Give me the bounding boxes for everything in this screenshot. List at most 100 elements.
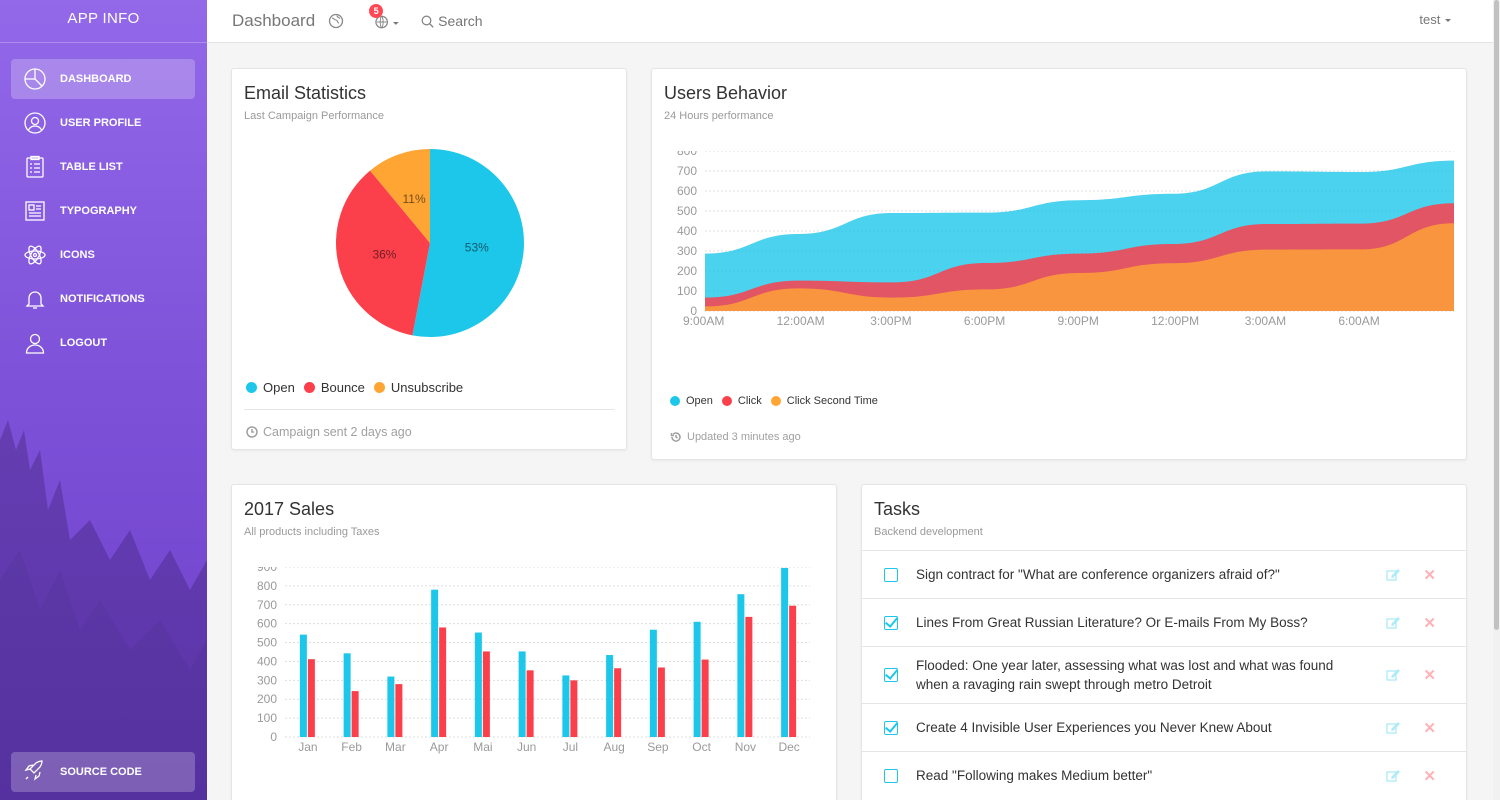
- email-statistics-card: Email Statistics Last Campaign Performan…: [231, 68, 627, 450]
- email-pie-chart: 53% 36% 11%: [335, 149, 524, 337]
- users-behavior-card: Users Behavior 24 Hours performance 0 100…: [651, 68, 1467, 460]
- x-tick-label: Sep: [647, 740, 669, 754]
- card-subtitle: Backend development: [874, 526, 983, 538]
- task-text: Create 4 Invisible User Experiences you …: [916, 720, 1272, 735]
- legend-item-click: Click: [721, 395, 762, 407]
- caret-down-icon: [1445, 19, 1451, 22]
- bar-sep-2: [657, 667, 665, 737]
- edit-icon[interactable]: [1386, 616, 1400, 630]
- x-tick-label: Feb: [341, 740, 362, 754]
- x-tick-label: Aug: [603, 740, 624, 754]
- y-tick-label: 200: [257, 692, 277, 706]
- delete-icon[interactable]: ✕: [1423, 614, 1436, 632]
- y-tick-label: 300: [257, 673, 277, 687]
- bar-apr-1: [431, 589, 439, 737]
- search-box[interactable]: [421, 13, 559, 29]
- bar-mar-2: [395, 684, 403, 737]
- source-code-button[interactable]: SOURCE CODE: [11, 752, 195, 792]
- behavior-legend: Open Click Click Second Time: [670, 395, 887, 407]
- legend-item-bounce: Bounce: [303, 380, 365, 395]
- bar-apr-2: [439, 627, 447, 737]
- bar-mar-1: [387, 676, 395, 737]
- page-scrollbar[interactable]: [1493, 0, 1500, 800]
- bar-jun-1: [518, 651, 526, 737]
- sidebar-item-table-list[interactable]: TABLE LIST: [11, 147, 195, 187]
- source-code-label: SOURCE CODE: [60, 766, 142, 778]
- sidebar-item-label: ICONS: [60, 249, 95, 261]
- y-tick-label: 600: [257, 617, 277, 631]
- sidebar-item-label: DASHBOARD: [60, 73, 132, 85]
- sidebar-item-typography[interactable]: TYPOGRAPHY: [11, 191, 195, 231]
- top-navbar: Dashboard 5 test: [207, 0, 1493, 43]
- x-tick-label: Oct: [692, 740, 711, 754]
- y-tick-label: 800: [257, 579, 277, 593]
- sidebar-item-label: USER PROFILE: [60, 117, 142, 129]
- x-tick-label: 9:00AM: [683, 314, 724, 328]
- delete-icon[interactable]: ✕: [1423, 667, 1436, 684]
- bar-aug-1: [606, 655, 614, 737]
- bar-feb-1: [343, 653, 351, 737]
- sidebar-item-user-profile[interactable]: USER PROFILE: [11, 103, 195, 143]
- pie-slice-unsubscribe: [370, 149, 430, 243]
- tasks-card: Tasks Backend development Sign contract …: [861, 484, 1467, 800]
- y-tick-label: 600: [677, 184, 697, 198]
- search-input[interactable]: [438, 13, 559, 29]
- delete-icon[interactable]: ✕: [1423, 767, 1436, 785]
- task-item: Sign contract for "What are conference o…: [862, 550, 1466, 598]
- edit-icon[interactable]: [1386, 721, 1400, 735]
- bar-mai-2: [482, 651, 490, 737]
- globe-icon[interactable]: [328, 13, 344, 29]
- y-tick-label: 100: [677, 284, 697, 298]
- page-title[interactable]: Dashboard: [232, 11, 316, 30]
- card-subtitle: 24 Hours performance: [664, 110, 774, 122]
- legend-dot: [373, 382, 385, 393]
- newspaper-icon: [22, 198, 48, 224]
- forest-background-image: [0, 420, 207, 800]
- pie-data-label: 36%: [372, 248, 396, 262]
- y-tick-label: 400: [257, 654, 277, 668]
- sidebar-item-icons[interactable]: ICONS: [11, 235, 195, 275]
- task-checkbox[interactable]: [884, 768, 898, 783]
- users-behavior-area-chart: 0 100 200 300 400 500 600 700 800 9:00AM 12:00AM 3:…: [677, 151, 1454, 328]
- scrollbar-thumb[interactable]: [1494, 0, 1499, 630]
- sidebar: APP INFO DASHBOARD USER PROFILE TABLE LI…: [0, 0, 207, 800]
- delete-icon[interactable]: ✕: [1423, 566, 1436, 584]
- card-title: Email Statistics: [244, 83, 367, 103]
- edit-icon[interactable]: [1386, 568, 1400, 582]
- notifications-dropdown[interactable]: 5: [369, 4, 399, 31]
- email-legend: Open Bounce Unsubscribe: [246, 380, 472, 395]
- legend-item-open: Open: [246, 380, 295, 395]
- rocket-icon: [22, 759, 48, 785]
- legend-label: Open: [263, 380, 295, 395]
- sidebar-item-notifications[interactable]: NOTIFICATIONS: [11, 279, 195, 319]
- delete-icon[interactable]: ✕: [1423, 719, 1436, 737]
- legend-label: Unsubscribe: [390, 380, 464, 395]
- task-checkbox[interactable]: [884, 720, 898, 735]
- edit-icon[interactable]: [1386, 668, 1400, 682]
- task-checkbox[interactable]: [884, 668, 898, 682]
- bar-aug-2: [614, 668, 622, 737]
- sidebar-item-label: TYPOGRAPHY: [60, 205, 138, 217]
- user-menu[interactable]: test: [1419, 12, 1452, 27]
- pie-slice-bounce: [335, 170, 430, 336]
- task-item: Create 4 Invisible User Experiences you …: [862, 703, 1466, 751]
- edit-icon[interactable]: [1386, 769, 1400, 783]
- card-title: Tasks: [874, 499, 921, 519]
- sidebar-item-dashboard[interactable]: DASHBOARD: [11, 59, 195, 99]
- footer-text: Campaign sent 2 days ago: [263, 425, 412, 439]
- task-checkbox[interactable]: [884, 567, 898, 582]
- app-brand[interactable]: APP INFO: [0, 0, 207, 43]
- legend-dot: [670, 396, 680, 406]
- x-tick-label: 12:00AM: [777, 314, 825, 328]
- task-item: Lines From Great Russian Literature? Or …: [862, 598, 1466, 646]
- legend-item-click-second-time: Click Second Time: [770, 395, 878, 407]
- task-checkbox[interactable]: [884, 615, 898, 630]
- x-tick-label: Jul: [563, 740, 578, 754]
- bar-oct-1: [693, 621, 701, 737]
- x-tick-label: 12:00PM: [1151, 314, 1199, 328]
- bar-sep-1: [649, 629, 657, 737]
- legend-dot: [303, 382, 315, 393]
- legend-item-open: Open: [670, 395, 713, 407]
- bar-oct-2: [701, 659, 709, 737]
- sidebar-item-logout[interactable]: LOGOUT: [11, 323, 195, 363]
